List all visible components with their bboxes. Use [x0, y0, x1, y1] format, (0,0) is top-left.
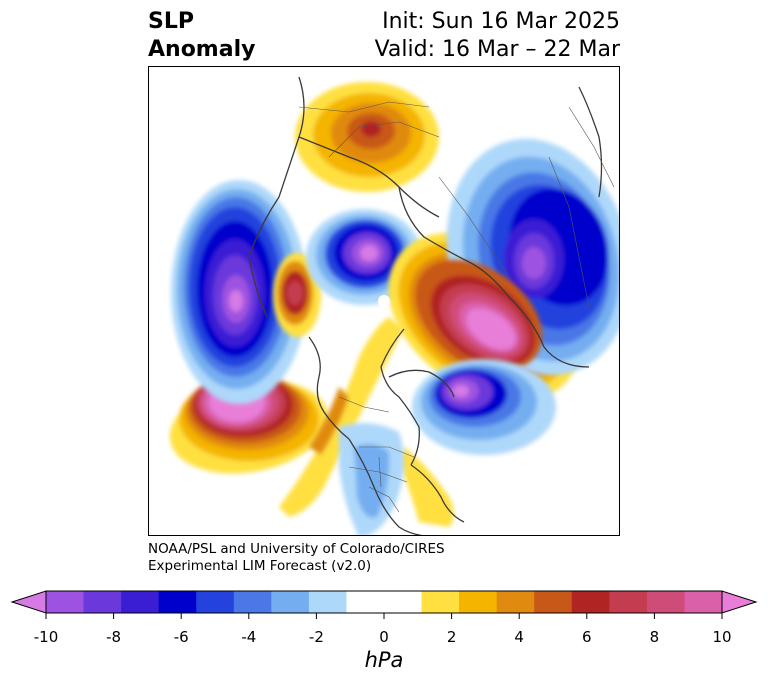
colorbar-tick-label: 6 — [582, 628, 592, 646]
init-date: Init: Sun 16 Mar 2025 — [382, 9, 620, 34]
negative-anomaly-bering — [171, 180, 307, 404]
colorbar-high-extend — [721, 590, 758, 614]
colorbar-swatch — [46, 591, 85, 613]
positive-anomaly-north-america — [279, 317, 454, 527]
colorbar-swatch — [158, 591, 197, 613]
map-title: SLP Anomaly — [148, 8, 255, 64]
colorbar-swatch — [271, 591, 310, 613]
positive-anomaly-east-siberia — [273, 253, 321, 337]
positive-anomaly-barents-core — [415, 259, 543, 371]
colorbar-low-extend — [10, 590, 47, 614]
colorbar-swatch — [233, 591, 272, 613]
colorbar-swatch — [421, 591, 460, 613]
colorbar-swatch — [459, 591, 498, 613]
colorbar-swatch — [571, 591, 610, 613]
colorbar-swatch — [646, 591, 685, 613]
colorbar-swatch — [609, 591, 648, 613]
colorbar-swatch — [346, 591, 385, 613]
credit-text: NOAA/PSL and University of Colorado/CIRE… — [148, 541, 445, 575]
colorbar-tick-label: 10 — [712, 628, 732, 646]
colorbar-swatch — [384, 591, 423, 613]
map-canvas — [169, 76, 619, 535]
colorbar-tick-label: 0 — [379, 628, 389, 646]
colorbar-swatch — [308, 591, 347, 613]
colorbar-tick-label: -10 — [33, 628, 59, 646]
negative-anomaly-north-atlantic — [412, 359, 556, 455]
colorbar-swatch — [496, 591, 535, 613]
colorbar-tick-label: -6 — [173, 628, 189, 646]
valid-range: Valid: 16 Mar – 22 Mar — [374, 37, 620, 62]
positive-anomaly-western-russia — [295, 82, 439, 192]
country-borders — [298, 101, 615, 513]
colorbar-tick-label: -4 — [241, 628, 257, 646]
colorbar-swatch — [684, 591, 723, 613]
colorbar-unit: hPa — [364, 648, 404, 672]
colorbar-tick-label: 4 — [514, 628, 524, 646]
credit-line-1: NOAA/PSL and University of Colorado/CIRE… — [148, 541, 445, 557]
colorbar-tick-label: -8 — [106, 628, 122, 646]
slp-anomaly-map — [148, 66, 620, 536]
north-pole-marker — [378, 295, 390, 307]
credit-line-2: Experimental LIM Forecast (v2.0) — [148, 558, 372, 574]
colorbar-swatch — [121, 591, 160, 613]
coastlines — [248, 76, 603, 535]
colorbar-tick-label: -2 — [308, 628, 324, 646]
colorbar-tick-label: 8 — [649, 628, 660, 646]
forecast-dates: Init: Sun 16 Mar 2025 Valid: 16 Mar – 22… — [375, 8, 620, 64]
colorbar-swatch — [83, 591, 122, 613]
title-line-1: SLP — [148, 9, 194, 34]
colorbar-tick-label: 2 — [446, 628, 457, 646]
colorbar-swatch — [534, 591, 573, 613]
colorbar — [10, 590, 758, 619]
title-line-2: Anomaly — [148, 37, 256, 62]
colorbar-swatch — [196, 591, 235, 613]
